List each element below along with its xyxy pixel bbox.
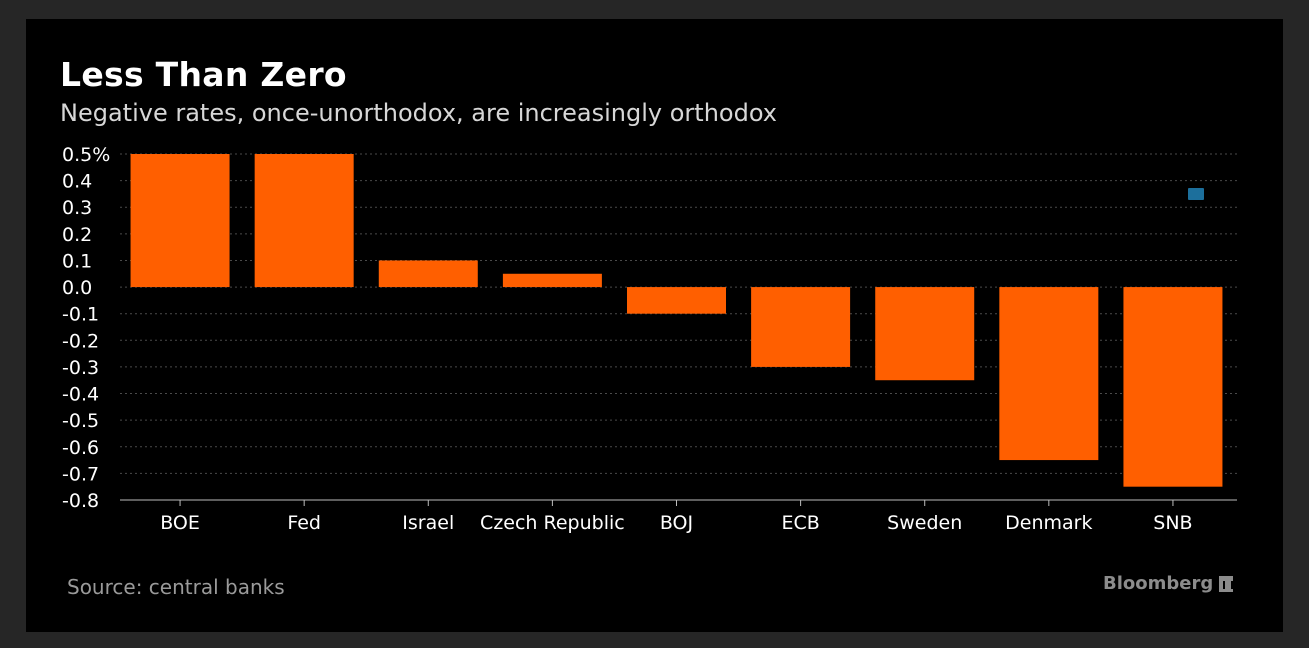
y-tick-label: 0.5% <box>62 144 110 166</box>
y-tick-label: 0.4 <box>62 171 92 193</box>
bloomberg-chart-icon <box>1219 575 1234 592</box>
x-tick-label: BOE <box>160 512 200 534</box>
bar <box>378 260 478 288</box>
y-tick-label: 0.0 <box>62 277 92 299</box>
bloomberg-logo: Bloomberg <box>1103 573 1234 594</box>
bar <box>502 273 602 288</box>
y-tick-label: 0.2 <box>62 224 92 246</box>
y-tick-label: -0.2 <box>62 330 99 352</box>
y-tick-label: -0.6 <box>62 437 99 459</box>
source-note: Source: central banks <box>67 575 285 599</box>
brand-name: Bloomberg <box>1103 573 1214 594</box>
overlay-marker-icon <box>1188 188 1204 200</box>
bar <box>254 154 354 288</box>
x-tick-label: ECB <box>781 512 819 534</box>
x-tick-label: Israel <box>402 512 454 534</box>
bar <box>130 154 230 288</box>
y-tick-label: -0.1 <box>62 304 99 326</box>
x-tick-label: SNB <box>1153 512 1192 534</box>
bar <box>1123 287 1223 487</box>
chart-subtitle: Negative rates, once-unorthodox, are inc… <box>60 99 777 127</box>
y-tick-label: -0.4 <box>62 384 99 406</box>
bar <box>875 287 975 381</box>
bar <box>999 287 1099 461</box>
bar <box>751 287 851 367</box>
x-tick-label: Fed <box>287 512 321 534</box>
x-tick-label: Denmark <box>1005 512 1092 534</box>
bar <box>627 287 726 314</box>
x-tick-label: BOJ <box>660 512 693 534</box>
bar-chart: 0.5% 0.4 0.3 0.2 0.1 0.0 -0.1 -0.2 -0.3 -0.4 -0.5 -… <box>62 144 1237 534</box>
y-tick-label: -0.8 <box>62 490 99 512</box>
y-tick-label: 0.1 <box>62 250 92 272</box>
y-tick-label: 0.3 <box>62 197 92 219</box>
x-tick-label: Czech Republic <box>480 512 625 534</box>
y-tick-label: -0.5 <box>62 410 99 432</box>
chart-frame: Less Than Zero Negative rates, once-unor… <box>26 19 1283 632</box>
x-tick-label: Sweden <box>887 512 962 534</box>
y-tick-label: -0.7 <box>62 463 99 485</box>
y-tick-label: -0.3 <box>62 357 99 379</box>
chart-title: Less Than Zero <box>60 55 347 94</box>
